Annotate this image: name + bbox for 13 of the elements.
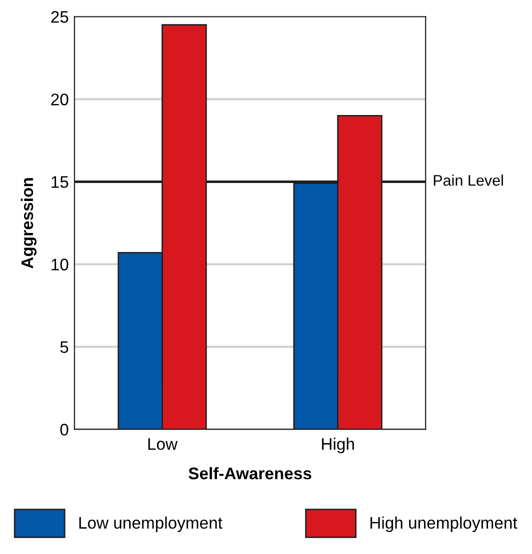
y-tick-label: 25 — [51, 11, 68, 23]
x-tick-label: Low — [148, 438, 178, 450]
y-tick-label: 20 — [51, 94, 68, 106]
y-tick-label: 10 — [52, 258, 68, 270]
y-axis-title: Aggression — [20, 178, 36, 268]
x-tick-label: High — [322, 438, 354, 454]
y-tick-label: 0 — [60, 424, 68, 436]
legend-label: Low unemployment — [79, 516, 222, 532]
x-axis-title: Self-Awareness — [188, 467, 312, 480]
y-tick-label: 5 — [60, 341, 68, 354]
legend-label: High unemployment — [370, 516, 518, 532]
y-tick-label: 15 — [52, 176, 68, 188]
ref-line-label: Pain Level — [434, 174, 503, 186]
